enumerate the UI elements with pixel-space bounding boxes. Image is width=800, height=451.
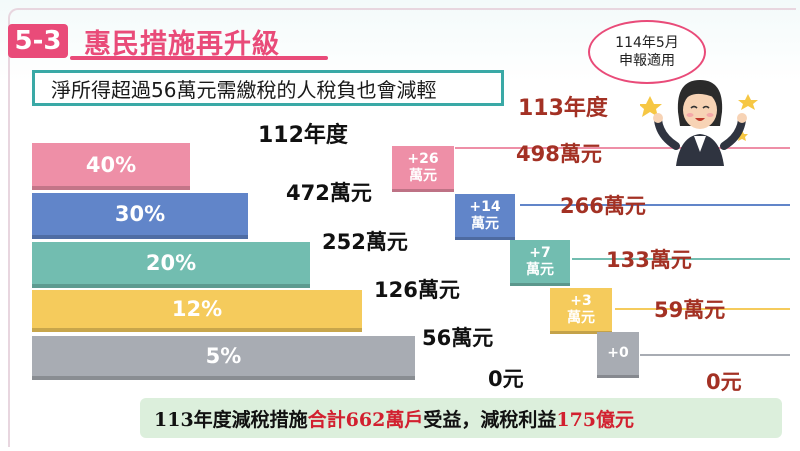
subtitle-box: 淨所得超過56萬元需繳稅的人稅負也會減輕 — [32, 70, 504, 106]
connector-line-12 — [615, 308, 790, 310]
slide-frame — [8, 8, 796, 447]
filing-note-bubble: 114年5月 申報適用 — [588, 20, 706, 84]
bracket-bar-12: 12% — [32, 290, 362, 332]
connector-line-20 — [572, 258, 790, 260]
connector-line-40 — [455, 147, 790, 149]
section-title: 惠民措施再升級 — [84, 29, 280, 60]
threshold-112-40: 472萬元 — [286, 181, 372, 205]
section-number-badge: 5-3 — [8, 24, 68, 58]
threshold-112-20: 126萬元 — [374, 278, 460, 302]
threshold-113-12: 59萬元 — [654, 298, 726, 322]
summary-amount: 175億元 — [556, 408, 635, 431]
bracket-rate-30: 30% — [114, 202, 166, 226]
bracket-bar-30: 30% — [32, 193, 248, 239]
bracket-rate-12: 12% — [171, 297, 223, 321]
year-113-label: 113年度 — [518, 96, 608, 121]
delta-box-30: +14 萬元 — [455, 194, 515, 240]
delta-20-amount: +7 — [529, 245, 551, 262]
threshold-113-5: 0元 — [706, 370, 742, 394]
bubble-line1: 114年5月 — [615, 34, 679, 51]
delta-30-unit: 萬元 — [471, 215, 499, 232]
delta-30-amount: +14 — [469, 199, 501, 216]
bracket-bar-5: 5% — [32, 336, 415, 380]
delta-12-unit: 萬元 — [567, 309, 595, 326]
threshold-112-12: 56萬元 — [422, 326, 494, 350]
summary-part1: 113年度減稅措施 — [154, 408, 308, 431]
delta-40-amount: +26 — [407, 151, 439, 168]
connector-line-30 — [520, 204, 790, 206]
threshold-113-20: 133萬元 — [606, 248, 692, 272]
year-112-label: 112年度 — [258, 123, 348, 148]
threshold-112-30: 252萬元 — [322, 230, 408, 254]
subtitle-text: 淨所得超過56萬元需繳稅的人稅負也會減輕 — [51, 77, 437, 102]
summary-households: 合計662萬戶 — [307, 408, 424, 431]
bracket-bar-40: 40% — [32, 143, 190, 190]
delta-12-amount: +3 — [570, 293, 592, 310]
threshold-112-5: 0元 — [488, 367, 524, 391]
presenter-illustration — [640, 80, 758, 166]
bubble-line2: 申報適用 — [619, 53, 675, 69]
connector-line-5 — [640, 354, 790, 356]
summary-part3: 受益，減稅利益 — [423, 408, 557, 431]
delta-box-20: +7 萬元 — [510, 240, 570, 286]
delta-box-5: +0 — [597, 332, 639, 378]
threshold-113-40: 498萬元 — [516, 142, 602, 166]
summary-banner: 113年度減稅措施 合計662萬戶 受益，減稅利益 175億元 — [140, 398, 782, 438]
delta-40-unit: 萬元 — [409, 167, 437, 184]
delta-box-12: +3 萬元 — [550, 288, 612, 334]
bracket-rate-20: 20% — [145, 251, 197, 275]
delta-20-unit: 萬元 — [526, 261, 554, 278]
delta-box-40: +26 萬元 — [392, 146, 454, 192]
delta-5-amount: +0 — [607, 345, 629, 362]
bracket-rate-40: 40% — [85, 152, 137, 177]
bracket-rate-5: 5% — [205, 344, 242, 368]
bracket-bar-20: 20% — [32, 242, 310, 288]
threshold-113-30: 266萬元 — [560, 194, 646, 218]
section-title-underline — [70, 56, 328, 60]
